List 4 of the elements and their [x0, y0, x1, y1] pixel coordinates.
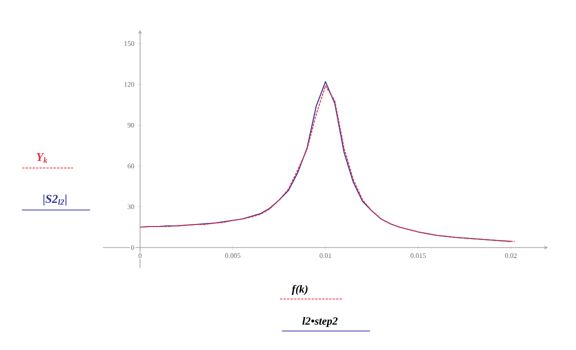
- text: l2•step2: [302, 317, 338, 327]
- text: Y$_{k}$: [36, 153, 48, 163]
- text: |S2$_{l2}$|: [43, 194, 66, 206]
- x-axis-title: f(k): [292, 284, 308, 296]
